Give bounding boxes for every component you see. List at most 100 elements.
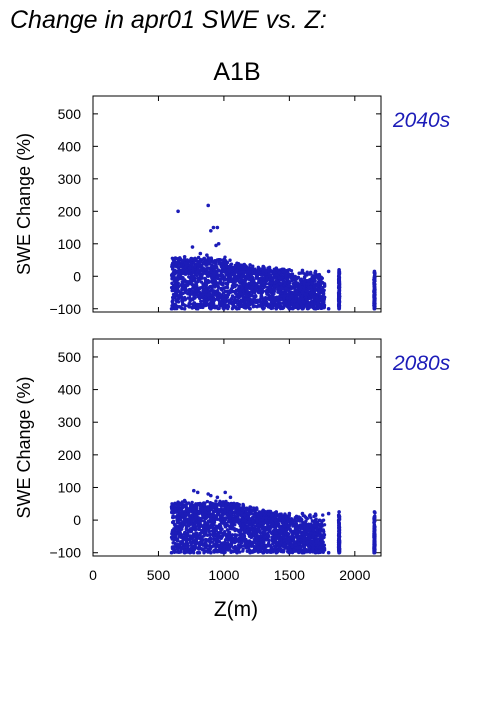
scatter-point xyxy=(299,519,304,523)
scatter-point xyxy=(229,273,233,278)
scatter-point xyxy=(170,288,174,293)
scatter-point xyxy=(243,297,248,301)
scatter-point xyxy=(198,263,202,267)
scatter-point xyxy=(259,294,263,298)
scatter-point xyxy=(372,285,377,290)
scatter-point xyxy=(306,522,311,526)
scatter-point xyxy=(207,286,211,290)
scatter-point xyxy=(239,304,244,309)
scatter-point xyxy=(215,271,219,276)
y-tick-label: 0 xyxy=(73,268,81,284)
scatter-point xyxy=(259,300,264,304)
scatter-point xyxy=(223,300,227,305)
scatter-point xyxy=(170,528,175,533)
scatter-point xyxy=(216,284,220,288)
scatter-point xyxy=(174,510,178,514)
scatter-point xyxy=(275,295,279,300)
scatter-point xyxy=(233,271,237,275)
scatter-point xyxy=(210,540,215,544)
scatter-point xyxy=(373,282,377,286)
scatter-point xyxy=(237,284,242,288)
scatter-point xyxy=(214,545,218,549)
scatter-point xyxy=(287,267,292,272)
scatter-point xyxy=(302,275,307,279)
scatter-point xyxy=(194,273,199,278)
scatter-point xyxy=(372,304,376,308)
scatter-point xyxy=(261,264,265,269)
scatter-point xyxy=(187,305,192,309)
scatter-point xyxy=(253,298,257,303)
scatter-point xyxy=(191,550,196,555)
scatter-point xyxy=(278,306,283,311)
scatter-point xyxy=(183,261,188,265)
scatter-point xyxy=(302,286,306,290)
x-tick-label: 1000 xyxy=(208,567,239,583)
scatter-point xyxy=(190,503,194,507)
scatter-point xyxy=(302,300,306,305)
scatter-point xyxy=(320,289,324,294)
scatter-point xyxy=(218,525,222,529)
scatter-point xyxy=(177,262,181,266)
scatter-point xyxy=(258,284,263,289)
scatter-point xyxy=(170,281,174,285)
scatter-point xyxy=(294,522,299,526)
scatter-point xyxy=(256,280,261,285)
period-label: 2040s xyxy=(392,109,451,132)
scatter-point xyxy=(254,507,259,512)
scatter-point xyxy=(322,546,327,551)
scatter-point xyxy=(206,511,211,515)
scatter-point xyxy=(306,285,311,290)
scatter-point xyxy=(182,306,187,311)
scatter-point xyxy=(186,522,190,527)
scatter-point xyxy=(178,292,182,297)
scatter-point xyxy=(267,270,271,275)
scatter-point xyxy=(320,304,325,309)
scatter-point xyxy=(320,302,324,306)
scatter-point xyxy=(183,278,187,282)
scatter-point xyxy=(225,281,229,285)
scatter-point xyxy=(308,513,312,517)
scatter-point xyxy=(202,297,206,301)
scatter-point xyxy=(336,291,341,295)
scatter-point xyxy=(210,525,215,530)
scatter-point xyxy=(176,265,180,269)
scatter-point xyxy=(337,514,342,519)
scatter-point xyxy=(373,529,377,533)
scatter-point xyxy=(297,271,301,275)
scatter-point xyxy=(241,518,246,523)
y-axis-label: SWE Change (%) xyxy=(14,376,34,518)
scatter-point xyxy=(173,501,177,506)
scatter-point xyxy=(176,544,181,548)
scatter-point xyxy=(295,294,299,298)
scatter-point xyxy=(204,521,208,525)
scatter-point xyxy=(237,295,241,299)
scatter-point xyxy=(171,514,175,518)
scatter-point xyxy=(215,258,220,262)
scatter-point xyxy=(212,274,216,278)
scatter-point xyxy=(245,283,249,287)
scatter-point xyxy=(372,306,377,311)
scatter-point xyxy=(372,269,377,274)
scatter-point xyxy=(181,268,185,272)
plot-frame xyxy=(92,338,382,557)
scatter-point xyxy=(205,549,210,554)
scatter-point xyxy=(300,291,305,295)
scatter-point xyxy=(187,547,192,551)
scatter-point xyxy=(209,269,213,274)
scatter-point xyxy=(252,506,256,510)
scatter-point xyxy=(272,290,276,295)
scatter-point xyxy=(305,298,309,302)
scatter-point xyxy=(200,536,204,541)
scatter-point xyxy=(233,528,237,533)
scatter-point xyxy=(295,304,300,308)
scatter-point xyxy=(223,255,227,259)
scatter-point xyxy=(300,297,304,301)
scatter-point xyxy=(198,260,202,264)
scatter-point xyxy=(225,528,230,532)
scatter-point xyxy=(284,299,288,304)
scatter-point xyxy=(199,276,204,280)
scatter-point xyxy=(184,284,189,288)
scatter-point xyxy=(238,288,243,292)
scatter-point xyxy=(208,533,213,537)
scatter-point xyxy=(220,269,224,274)
